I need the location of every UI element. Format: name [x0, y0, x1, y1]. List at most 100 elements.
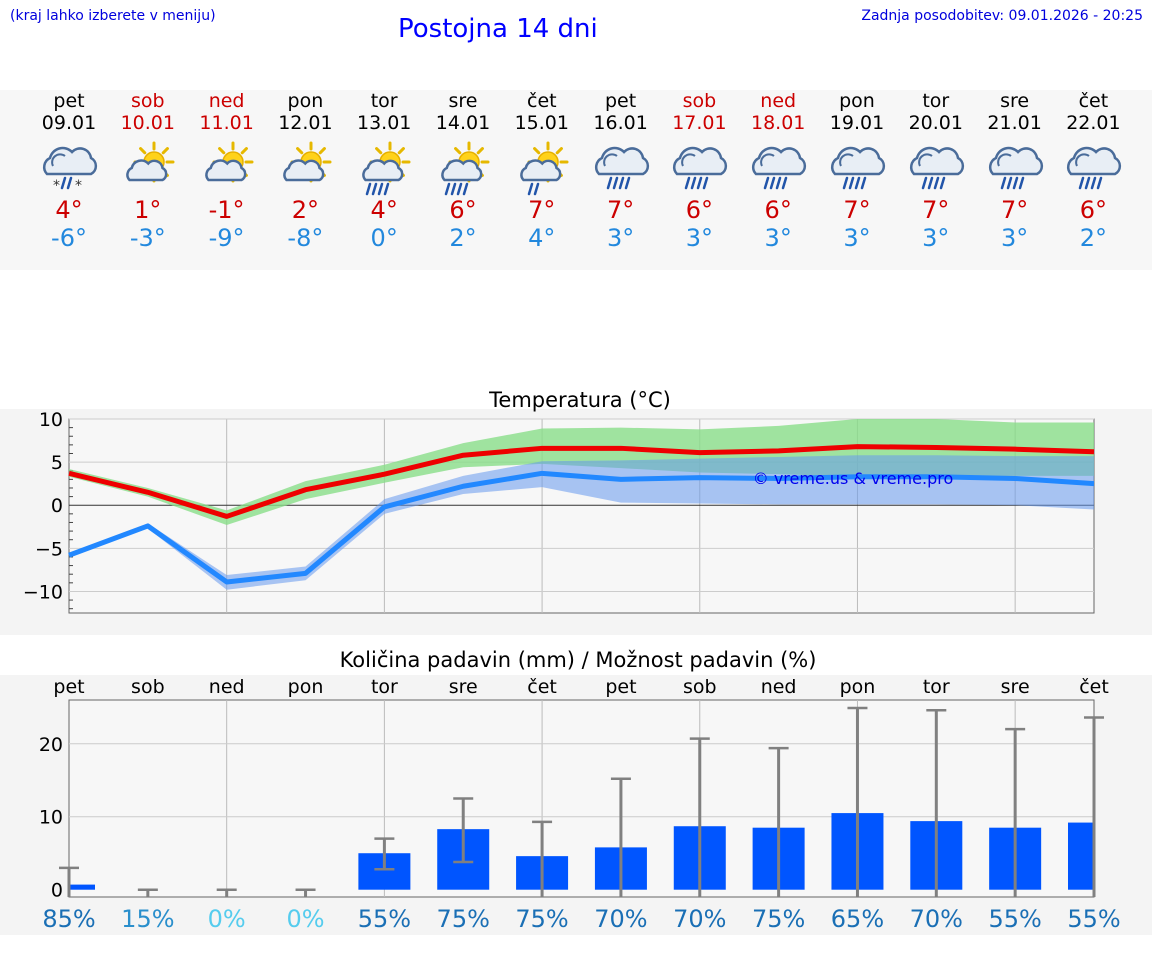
day-name: čet	[527, 90, 557, 112]
max-temperature: 6°	[1079, 196, 1108, 224]
day-forecast: pet 09.01 * * 4° -6°	[29, 90, 109, 252]
min-temperature: 0°	[370, 224, 398, 252]
last-update: Zadnja posodobitev: 09.01.2026 - 20:25	[861, 8, 1143, 24]
y-tick-label: 0	[51, 495, 63, 517]
day-date: 22.01	[1066, 112, 1121, 134]
day-name: pet	[604, 90, 637, 112]
cloud-snow-sleet-icon: * *	[42, 146, 98, 194]
day-name: tor	[922, 90, 950, 112]
day-date: 16.01	[593, 112, 648, 134]
cloud-rain-icon	[594, 146, 649, 190]
day-date: 19.01	[829, 112, 885, 134]
max-temperature: 1°	[134, 196, 162, 224]
day-forecast: tor 13.01 4° 0°	[344, 90, 424, 252]
precip-day-label: sre	[1001, 676, 1030, 698]
day-date: 10.01	[120, 112, 175, 134]
min-temperature: 3°	[685, 224, 714, 252]
sun-cloud-icon	[283, 141, 332, 183]
day-date: 15.01	[514, 112, 569, 134]
precipitation-chance: 55%	[1067, 905, 1120, 933]
precipitation-chance: 0%	[208, 905, 246, 933]
max-temperature: 4°	[370, 196, 398, 224]
precipitation-chart-title: Količina padavin (mm) / Možnost padavin …	[340, 648, 817, 672]
precipitation-bar	[1068, 822, 1094, 890]
day-name: sob	[131, 90, 165, 112]
y-tick-label: 20	[39, 734, 63, 756]
min-temperature: 3°	[843, 224, 871, 252]
precipitation-chance: 75%	[752, 905, 805, 933]
day-date: 14.01	[435, 112, 491, 134]
min-temperature-line	[68, 470, 1095, 585]
precip-day-label: pet	[53, 676, 84, 698]
y-tick-label: 5	[51, 452, 63, 474]
menu-hint: (kraj lahko izberete v meniju)	[10, 8, 216, 24]
max-temperature: 6°	[449, 196, 477, 224]
y-tick-label: −5	[35, 538, 63, 560]
min-temperature: 4°	[528, 224, 556, 252]
daily-forecast-strip: pet 09.01 * * 4° -6° sob 10.01 1° -3° ned 11.01 -1° -…	[0, 90, 1152, 270]
svg-text:*: *	[53, 178, 60, 194]
max-temperature: 4°	[55, 196, 83, 224]
day-name: čet	[1078, 90, 1109, 112]
day-date: 20.01	[908, 112, 963, 134]
day-forecast: ned 18.01 6° 3°	[738, 90, 818, 252]
max-temperature-line	[68, 444, 1095, 519]
day-date: 09.01	[41, 112, 97, 134]
precip-day-label: sre	[449, 676, 478, 698]
day-date: 13.01	[356, 112, 412, 134]
max-temperature: 6°	[764, 196, 792, 224]
precipitation-chance: 75%	[515, 905, 568, 933]
min-temperature: 3°	[1000, 224, 1029, 252]
min-temperature: 2°	[1079, 224, 1108, 252]
day-forecast: čet 22.01 6° 2°	[1053, 90, 1133, 252]
max-temperature: 2°	[291, 196, 320, 224]
max-temperature: 6°	[685, 196, 714, 224]
precipitation-chance: 55%	[358, 905, 411, 933]
precip-day-label: pon	[840, 676, 876, 698]
day-name: sre	[1000, 90, 1030, 112]
day-name: pon	[839, 90, 875, 112]
precipitation-chance: 55%	[988, 905, 1041, 933]
day-date: 21.01	[987, 112, 1042, 134]
min-temperature: -8°	[287, 224, 324, 252]
cloud-rain-icon	[752, 146, 807, 190]
y-tick-label: 10	[39, 409, 63, 431]
precip-day-label: čet	[1079, 676, 1109, 698]
day-date: 12.01	[278, 112, 333, 134]
precip-day-label: pet	[605, 676, 636, 698]
min-temperature: -6°	[51, 224, 87, 252]
day-forecast: pon 12.01 2° -8°	[265, 90, 345, 252]
precip-day-label: sob	[683, 676, 717, 698]
max-temperature: 7°	[922, 196, 950, 224]
min-temperature: -9°	[208, 224, 245, 252]
sun-cloud-light-rain-icon	[519, 141, 569, 196]
cloud-rain-icon	[830, 146, 886, 190]
y-tick-label: −10	[23, 581, 63, 603]
min-temperature: 2°	[449, 224, 477, 252]
day-date: 17.01	[672, 112, 727, 134]
watermark: © vreme.us & vreme.pro	[753, 469, 954, 488]
day-name: tor	[370, 90, 398, 112]
cloud-rain-icon	[988, 146, 1043, 190]
day-forecast: čet 15.01 7° 4°	[502, 90, 582, 252]
precip-day-label: tor	[371, 676, 398, 698]
charts-area: Temperatura (°C) 10 5 0 −5 −10 © vreme.us & vr…	[0, 388, 1152, 935]
precip-day-label: ned	[761, 676, 797, 698]
precip-day-label: sob	[131, 676, 165, 698]
day-name: ned	[208, 90, 245, 112]
precipitation-chance: 70%	[594, 905, 647, 933]
svg-text:*: *	[75, 178, 82, 194]
precip-day-label: tor	[923, 676, 950, 698]
day-forecast: sre 14.01 6° 2°	[423, 90, 503, 252]
day-name: pon	[287, 90, 324, 112]
precip-day-label: pon	[288, 676, 324, 698]
day-forecast: pon 19.01 7° 3°	[817, 90, 897, 252]
precipitation-chance: 0%	[286, 905, 324, 933]
precipitation-bar	[69, 884, 95, 890]
day-forecast: sob 10.01 1° -3°	[108, 90, 188, 252]
min-temperature: -3°	[129, 224, 166, 252]
day-date: 11.01	[199, 112, 254, 134]
day-date: 18.01	[750, 112, 806, 134]
precip-day-label: ned	[209, 676, 245, 698]
sun-cloud-rain-icon	[441, 141, 490, 196]
